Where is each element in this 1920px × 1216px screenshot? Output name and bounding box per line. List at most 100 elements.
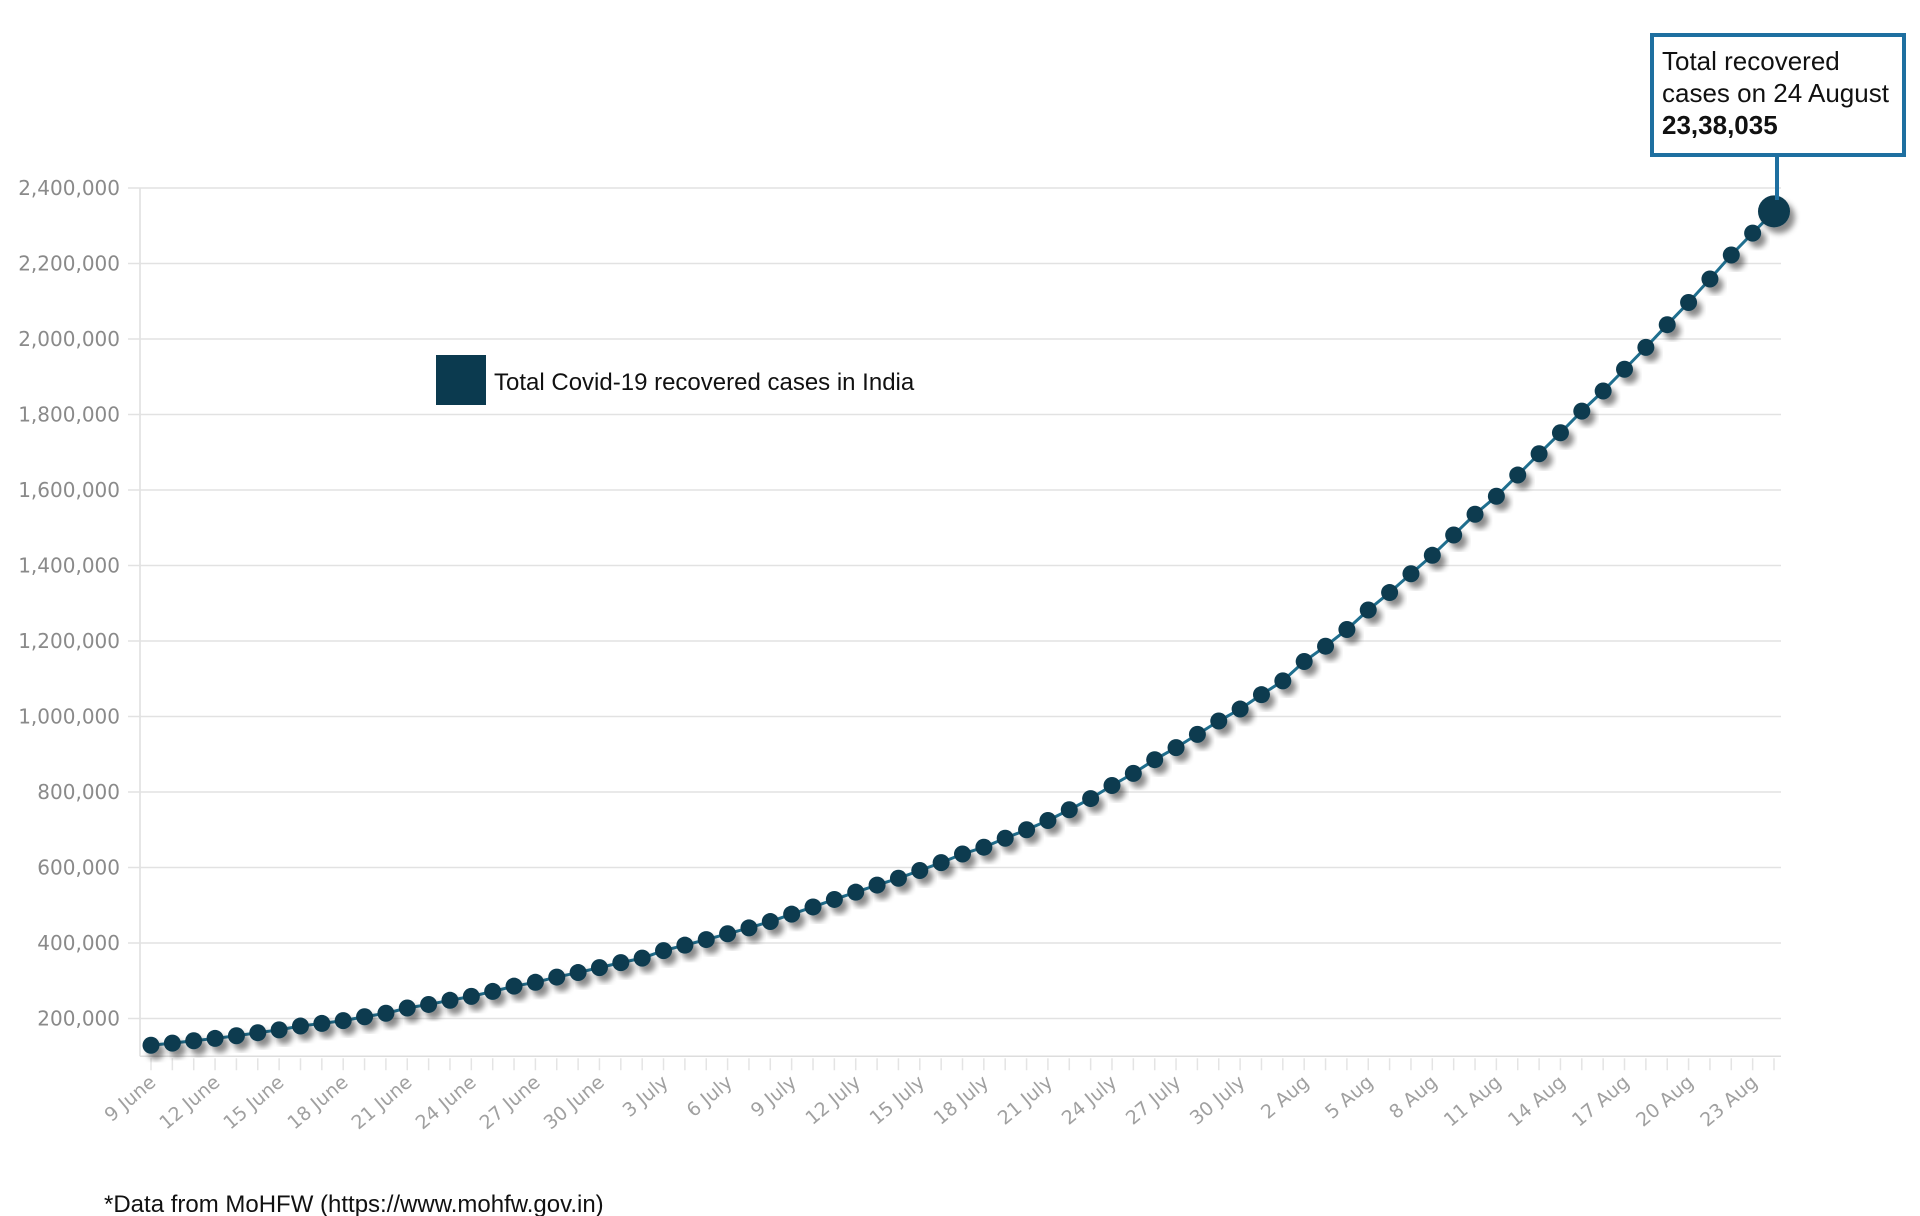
y-tick-label: 800,000	[37, 780, 120, 804]
data-point	[142, 1036, 160, 1054]
y-tick-label: 2,400,000	[18, 176, 120, 200]
data-point	[1701, 270, 1719, 288]
x-tick-label: 24 June	[412, 1071, 481, 1134]
data-point	[334, 1012, 352, 1030]
y-tick-label: 400,000	[37, 931, 120, 955]
data-point	[612, 954, 630, 972]
data-point	[804, 898, 822, 916]
data-point	[569, 964, 587, 982]
series-line	[150, 210, 1776, 1047]
data-point	[206, 1029, 224, 1047]
callout: Total recovered cases on 24 August 23,38…	[1650, 33, 1906, 200]
y-tick-label: 200,000	[37, 1007, 120, 1031]
data-point	[676, 936, 694, 954]
data-point	[1466, 505, 1484, 523]
x-tick-label: 14 Aug	[1504, 1071, 1570, 1131]
data-point	[761, 913, 779, 931]
data-point	[1338, 620, 1356, 638]
x-tick-label: 23 Aug	[1696, 1071, 1762, 1131]
x-tick-label: 21 July	[994, 1071, 1057, 1129]
data-point	[889, 869, 907, 887]
data-point	[1210, 712, 1228, 730]
data-point	[847, 883, 865, 901]
data-point-highlighted	[1758, 195, 1790, 228]
data-point	[484, 982, 502, 1000]
x-tick-label: 15 June	[219, 1071, 288, 1134]
data-point	[655, 942, 673, 960]
data-point	[1637, 338, 1655, 356]
data-point	[1188, 725, 1206, 743]
data-point	[954, 845, 971, 863]
y-tick-label: 600,000	[37, 856, 120, 880]
data-point	[1551, 424, 1569, 442]
data-point	[868, 876, 886, 894]
data-point	[1616, 360, 1634, 378]
x-tick-label: 12 July	[801, 1071, 864, 1129]
y-tick-label: 2,200,000	[18, 252, 120, 276]
data-point	[163, 1034, 181, 1052]
data-point	[1146, 751, 1164, 769]
data-point	[1573, 402, 1591, 420]
legend: Total Covid-19 recovered cases in India	[436, 355, 915, 405]
y-tick-label: 1,200,000	[18, 629, 120, 653]
data-point	[1402, 565, 1420, 583]
data-point	[825, 890, 843, 908]
x-tick-label: 30 June	[540, 1071, 609, 1134]
x-tick-label: 5 Aug	[1321, 1071, 1377, 1123]
callout-line1: Total recovered	[1662, 46, 1840, 76]
x-tick-label: 15 July	[866, 1071, 929, 1129]
data-point	[441, 991, 459, 1009]
data-point	[1530, 445, 1548, 463]
x-tick-label: 17 Aug	[1568, 1071, 1634, 1131]
y-tick-label: 1,800,000	[18, 403, 120, 427]
data-point	[377, 1004, 395, 1022]
data-point	[185, 1032, 203, 1050]
x-tick-label: 18 July	[930, 1071, 993, 1129]
data-point	[1103, 777, 1121, 795]
x-tick-label: 12 June	[155, 1071, 224, 1134]
data-point	[1124, 764, 1142, 782]
data-point	[1167, 739, 1185, 757]
data-point	[697, 931, 715, 949]
data-point	[1039, 811, 1057, 829]
x-tick-label: 9 June	[100, 1071, 160, 1126]
data-point	[291, 1017, 309, 1035]
data-point	[590, 959, 608, 977]
data-point	[1381, 584, 1399, 602]
data-point	[1509, 466, 1527, 484]
data-point	[398, 999, 416, 1017]
legend-swatch	[436, 355, 486, 405]
legend-label: Total Covid-19 recovered cases in India	[494, 369, 915, 396]
data-point	[1018, 821, 1036, 839]
data-point	[783, 905, 801, 923]
x-tick-label: 11 Aug	[1440, 1071, 1506, 1131]
x-tick-label: 9 July	[747, 1071, 801, 1121]
y-tick-label: 2,000,000	[18, 327, 120, 351]
data-point	[548, 968, 566, 986]
data-point	[996, 829, 1014, 847]
data-point	[1594, 382, 1612, 400]
data-point	[1359, 601, 1377, 619]
x-tick-label: 20 Aug	[1632, 1071, 1698, 1131]
data-point	[462, 987, 480, 1005]
callout-box	[1650, 33, 1906, 157]
data-point	[420, 995, 438, 1013]
x-tick-label: 6 July	[683, 1071, 737, 1121]
data-point	[1423, 546, 1441, 564]
callout-line2: cases on 24 August	[1662, 78, 1890, 108]
data-point	[526, 973, 544, 991]
y-tick-label: 1,000,000	[18, 705, 120, 729]
data-point	[633, 949, 651, 967]
data-point	[740, 919, 758, 937]
x-tick-label: 2 Aug	[1257, 1071, 1313, 1123]
data-point	[313, 1014, 331, 1032]
data-point	[1744, 224, 1762, 242]
y-tick-label: 1,600,000	[18, 478, 120, 502]
data-point	[1060, 801, 1078, 819]
data-point	[719, 925, 737, 943]
data-point	[505, 977, 523, 995]
data-point	[1658, 316, 1676, 334]
x-tick-label: 8 Aug	[1385, 1071, 1441, 1123]
data-point	[911, 862, 929, 880]
